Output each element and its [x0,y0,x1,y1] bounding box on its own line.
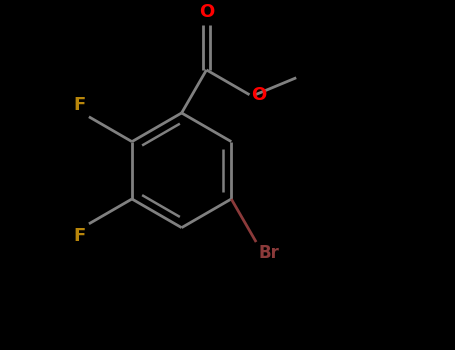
Text: O: O [252,86,267,104]
Text: F: F [74,96,86,114]
Text: Br: Br [258,244,279,262]
Text: F: F [74,227,86,245]
Text: O: O [199,4,214,21]
